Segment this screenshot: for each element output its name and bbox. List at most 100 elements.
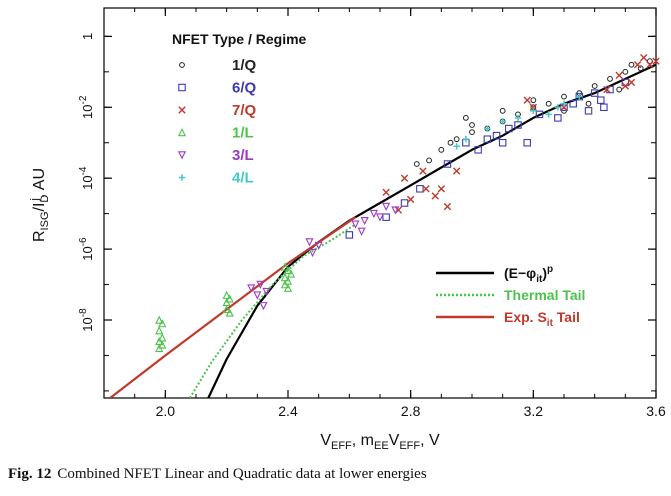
legend-label-2: 7/Q [232, 102, 257, 119]
legend-curve-label-2: Exp. Sit Tail [504, 309, 580, 329]
data-point-1-Q [622, 68, 629, 75]
data-point-1-Q [453, 136, 460, 143]
data-point-7-Q [400, 174, 409, 182]
data-point-7-Q [452, 167, 461, 175]
data-point-1-Q [469, 122, 475, 128]
data-points [155, 53, 660, 353]
data-point-1-L [222, 304, 231, 314]
data-point-4-L [484, 125, 491, 132]
legend-label-1: 6/Q [232, 80, 257, 97]
data-point-1-L [283, 283, 293, 292]
data-point-6-Q [554, 114, 562, 122]
caption-label: Fig. 12 [8, 466, 52, 482]
legend-marker-5 [178, 174, 186, 181]
data-point-1-Q [462, 115, 469, 121]
data-point-6-Q [400, 199, 409, 207]
legend-marker-3 [177, 128, 187, 137]
data-point-4-L [453, 143, 460, 150]
data-point-3-L [375, 213, 385, 222]
data-point-1-L [225, 308, 234, 317]
legend-label-3: 1/L [232, 125, 254, 142]
data-point-6-Q [523, 138, 531, 147]
x-tick-label: 2.4 [278, 403, 298, 419]
data-point-1-Q [616, 86, 623, 93]
legend-title: NFET Type / Regime [172, 31, 307, 47]
y-tick-label: 10-8 [78, 308, 95, 332]
data-point-7-Q [652, 57, 660, 65]
data-point-6-Q [443, 160, 452, 168]
data-point-3-L [369, 209, 378, 219]
data-point-3-L [382, 202, 391, 211]
data-point-1-Q [545, 100, 552, 107]
data-point-7-Q [419, 167, 427, 175]
data-point-3-L [391, 206, 400, 215]
data-point-6-Q [498, 138, 507, 147]
data-point-1-Q [413, 161, 420, 167]
y-tick-label: 10-2 [78, 95, 95, 119]
data-point-1-L [158, 319, 167, 328]
data-point-6-Q [514, 121, 522, 129]
data-point-6-Q [474, 146, 482, 154]
legend-marker-2 [178, 106, 186, 114]
data-point-1-L [286, 269, 296, 278]
data-point-6-Q [590, 89, 599, 97]
data-point-1-Q [585, 100, 592, 107]
data-point-7-Q [443, 202, 452, 211]
data-point-7-Q [633, 61, 642, 69]
data-point-1-Q [469, 129, 475, 135]
data-point-3-L [262, 287, 271, 297]
curve-1 [189, 223, 357, 398]
fit-curves [109, 63, 656, 398]
data-point-3-L [360, 216, 369, 226]
data-point-3-L [253, 291, 262, 300]
data-point-1-Q [499, 107, 506, 114]
data-point-6-Q [483, 135, 492, 143]
data-point-1-Q [561, 93, 567, 100]
legend-marker-4 [177, 151, 187, 160]
data-point-1-L [283, 265, 293, 275]
data-point-1-Q [607, 76, 613, 82]
data-point-1-Q [628, 61, 635, 68]
legend-label-5: 4/L [232, 170, 254, 187]
x-tick-label: 2.0 [156, 403, 176, 419]
data-point-7-Q [646, 61, 654, 69]
data-point-4-L [576, 93, 583, 100]
data-point-7-Q [603, 85, 611, 94]
data-point-1-Q [530, 97, 537, 104]
y-tick-label: 10-4 [78, 166, 95, 190]
data-point-1-Q [646, 58, 653, 65]
y-tick-label: 1 [80, 33, 95, 40]
y-tick-label: 10-6 [78, 237, 95, 261]
data-point-1-Q [637, 65, 644, 72]
data-point-1-L [155, 315, 164, 324]
data-point-1-Q [438, 146, 445, 153]
data-point-1-L [155, 326, 164, 335]
data-point-7-Q [422, 185, 430, 193]
data-point-3-L [308, 248, 317, 258]
data-point-7-Q [437, 185, 446, 193]
data-point-6-Q [505, 124, 513, 133]
data-point-3-L [256, 280, 265, 289]
data-point-3-L [305, 238, 314, 247]
data-point-3-L [259, 302, 268, 311]
data-point-1-Q [447, 139, 454, 146]
data-point-6-Q [600, 103, 608, 112]
curve-0 [207, 63, 656, 398]
chart: 2.0 2.4 2.8 3.2 3.6 1 10-2 10-4 10-6 10-8 NFET Ty… [29, 7, 666, 452]
data-point-3-L [357, 227, 366, 236]
data-point-7-Q [627, 78, 636, 87]
caption-text: Combined NFET Linear and Quadratic data … [57, 466, 427, 482]
data-point-6-Q [416, 185, 424, 193]
figure-caption: Fig. 12 Combined NFET Linear and Quadrati… [8, 466, 427, 483]
data-point-4-L [499, 118, 506, 125]
data-point-7-Q [529, 103, 538, 111]
data-point-4-L [545, 111, 552, 118]
x-tick-label: 3.6 [646, 403, 666, 419]
legend-marker-1 [178, 83, 186, 92]
legend: NFET Type / Regime 1/Q 6/Q 7/Q 1/L 3/L 4/L (E−φ… [172, 31, 585, 329]
data-point-4-L [530, 107, 537, 115]
legend-label-4: 3/L [232, 147, 254, 164]
data-point-1-L [158, 340, 167, 349]
x-tick-label: 2.8 [401, 403, 421, 419]
data-point-6-Q [597, 96, 605, 104]
